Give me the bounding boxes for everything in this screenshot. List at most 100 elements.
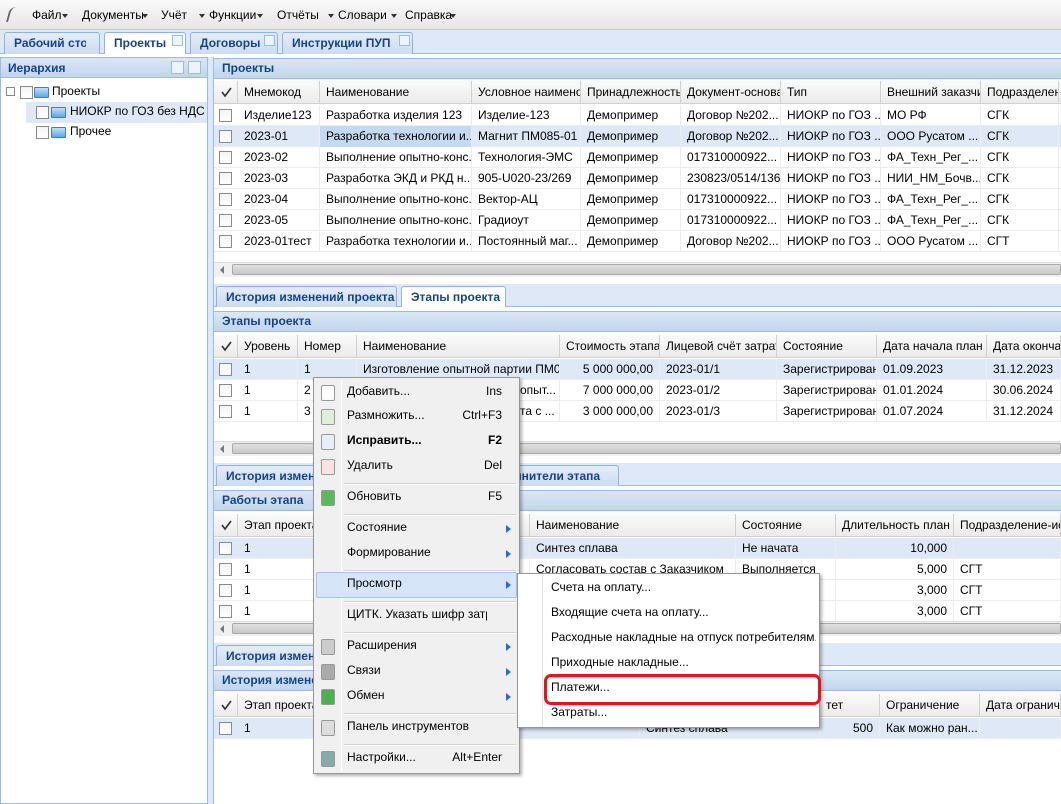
column-header[interactable]: Дата ограничен — [980, 694, 1061, 717]
menu-item[interactable]: Функции — [209, 8, 257, 22]
checkbox[interactable] — [219, 584, 232, 597]
checkbox[interactable] — [36, 126, 49, 139]
column-header[interactable]: Состояние — [777, 335, 877, 358]
column-header[interactable]: Подразделени — [981, 81, 1059, 104]
checkbox[interactable] — [219, 563, 232, 576]
tab[interactable]: Договоры — [190, 32, 278, 54]
menu-item[interactable]: Удалить — [347, 458, 393, 472]
column-header[interactable]: Ограничение — [880, 694, 980, 717]
grid-row[interactable] — [214, 380, 1061, 401]
column-header[interactable]: Тип — [781, 81, 881, 104]
menu-item[interactable]: Панель инструментов — [347, 719, 469, 733]
menu-item[interactable]: Добавить... — [347, 384, 411, 398]
tab[interactable]: История измене — [216, 465, 336, 486]
tab[interactable]: Инструкции ПУП — [282, 32, 413, 54]
checkbox[interactable] — [20, 86, 33, 99]
menu-item[interactable]: Счета на оплату... — [551, 580, 652, 594]
check-all[interactable] — [214, 514, 238, 537]
column-header[interactable]: Наименование — [357, 335, 560, 358]
menu-item[interactable]: Просмотр — [347, 576, 402, 590]
column-header[interactable]: Мнемокод — [238, 81, 320, 104]
column-header[interactable]: Лицевой счёт затрат. — [660, 335, 777, 358]
menu-item[interactable]: Файл — [32, 8, 62, 22]
checkbox[interactable] — [219, 235, 232, 248]
menu-item[interactable]: Приходные накладные... — [551, 655, 689, 669]
menu-item[interactable]: Платежи... — [551, 680, 610, 694]
menu-item[interactable]: Расходные накладные на отпуск потребител… — [551, 630, 816, 644]
tab[interactable]: Проекты — [104, 32, 186, 54]
column-header[interactable]: тет — [820, 694, 880, 717]
menu-item[interactable]: Состояние — [347, 520, 407, 534]
tab[interactable]: История измене — [216, 645, 336, 666]
tree-expander[interactable] — [6, 87, 15, 96]
menu-item[interactable]: Отчёты — [277, 8, 319, 22]
grid-row[interactable] — [214, 147, 1061, 168]
checkbox[interactable] — [219, 151, 232, 164]
menu-item[interactable]: Формирование — [347, 545, 431, 559]
menu-item[interactable]: Справка — [405, 8, 453, 22]
check-all[interactable] — [214, 694, 238, 717]
checkbox[interactable] — [219, 405, 232, 418]
menu-item[interactable]: Словари — [338, 8, 387, 22]
column-header[interactable]: Условное наименова — [472, 81, 581, 104]
check-all[interactable] — [214, 81, 238, 104]
checkbox[interactable] — [219, 193, 232, 206]
menu-item[interactable]: Обмен — [347, 688, 385, 702]
menu-item[interactable]: Учёт — [161, 8, 188, 22]
checkbox[interactable] — [219, 130, 232, 143]
column-header[interactable]: Стоимость этапа — [560, 335, 660, 358]
checkbox[interactable] — [219, 384, 232, 397]
column-header[interactable]: Наименование — [320, 81, 472, 104]
column-header[interactable]: Внешний заказчик — [881, 81, 981, 104]
checkbox[interactable] — [219, 172, 232, 185]
checkbox[interactable] — [219, 109, 232, 122]
menu-item[interactable]: Затраты... — [551, 705, 608, 719]
tab-close[interactable] — [399, 35, 410, 46]
column-header[interactable]: Дата окончан — [987, 335, 1061, 358]
menu-item[interactable]: ЦИТК. Указать шифр затрат... — [347, 607, 487, 621]
column-header[interactable]: Номер — [298, 335, 357, 358]
checkbox[interactable] — [219, 214, 232, 227]
column-header[interactable]: Уровень — [238, 335, 298, 358]
tool-button[interactable] — [171, 61, 184, 74]
column-header[interactable]: Документ-основан — [681, 81, 781, 104]
checkbox[interactable] — [219, 605, 232, 618]
menu-item[interactable]: Исправить... — [347, 433, 422, 447]
menu-item[interactable]: Обновить — [347, 489, 402, 503]
tab-close[interactable] — [172, 35, 183, 46]
menu-item[interactable]: Связи — [347, 663, 381, 677]
tree-node[interactable]: НИОКР по ГОЗ без НДС — [70, 104, 205, 118]
column-header[interactable]: Этап проекта — [238, 514, 530, 537]
collapse-button[interactable] — [188, 61, 201, 74]
grid-row[interactable] — [214, 210, 1061, 231]
grid-row[interactable] — [214, 231, 1061, 252]
tab[interactable]: Этапы проекта — [401, 286, 506, 307]
grid-row[interactable] — [214, 105, 1061, 126]
checkbox[interactable] — [219, 363, 232, 376]
menu-item[interactable]: Расширения — [347, 638, 417, 652]
column-header[interactable]: Подразделение-исп — [954, 514, 1061, 537]
check-all[interactable] — [214, 335, 238, 358]
column-header[interactable]: Дата начала план — [877, 335, 987, 358]
checkbox[interactable] — [219, 722, 232, 735]
tree-node[interactable]: Прочее — [70, 124, 112, 138]
menu-item[interactable]: Документы — [82, 8, 144, 22]
tree-node[interactable]: Проекты — [52, 84, 101, 98]
checkbox[interactable] — [219, 542, 232, 555]
column-header[interactable]: Наименование — [530, 514, 736, 537]
column-header[interactable]: Принадлежность — [581, 81, 681, 104]
tab[interactable]: История изменений проекта — [216, 286, 397, 307]
grid-row[interactable] — [214, 359, 1061, 380]
column-header[interactable]: Состояние — [736, 514, 836, 537]
tab[interactable]: олнители этапа — [497, 465, 619, 486]
column-header[interactable]: Длительность план — [836, 514, 954, 537]
menu-item[interactable]: Настройки... — [347, 750, 416, 764]
menu-item[interactable]: Размножить... — [347, 408, 425, 422]
grid-row[interactable] — [214, 189, 1061, 210]
menu-item[interactable]: Входящие счета на оплату... — [551, 605, 709, 619]
tab-close[interactable] — [264, 35, 275, 46]
checkbox[interactable] — [36, 106, 49, 119]
grid-row[interactable] — [214, 168, 1061, 189]
tab[interactable]: Рабочий стол — [4, 32, 100, 54]
grid-row[interactable] — [214, 401, 1061, 422]
